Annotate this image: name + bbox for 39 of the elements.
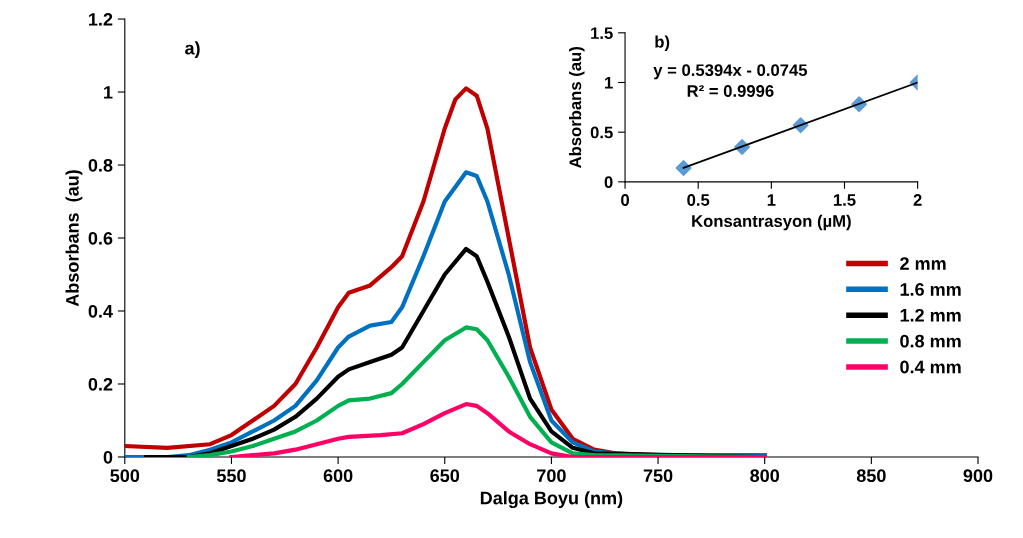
x-tick-label: 1.5 (833, 194, 856, 206)
x-tick-label: 800 (750, 469, 780, 483)
x-axis-title: Dalga Boyu (nm) (480, 491, 623, 509)
y-tick-label: 1.5 (591, 27, 613, 40)
x-tick-label: 600 (323, 469, 353, 483)
legend-label: 1.6 mm (900, 283, 961, 296)
x-tick-label: 900 (963, 469, 993, 483)
y-tick-label: 1.2 (89, 12, 113, 26)
y-axis-title: Absorbans (au) (568, 47, 585, 169)
y-tick-label: 0.4 (88, 304, 113, 318)
y-tick-label: 1 (104, 86, 113, 99)
annotation: a) (185, 41, 200, 59)
y-tick-label: 0.2 (88, 377, 113, 391)
x-tick-label: 550 (216, 469, 246, 483)
x-tick-label: 650 (430, 469, 460, 483)
x-tick-label: 750 (643, 469, 673, 483)
y-tick-label: 0.5 (590, 126, 613, 139)
legend-label: 0.4 mm (900, 360, 961, 374)
x-tick-label: 2 (913, 194, 922, 206)
y-tick-label: 1 (605, 77, 613, 89)
legend-label: 2 mm (900, 257, 946, 270)
x-tick-label: 0.5 (687, 194, 710, 206)
annotation: y = 0.5394x - 0.0745 (653, 64, 808, 80)
x-tick-label: 500 (110, 469, 140, 483)
legend-label: 0.8 mm (900, 334, 961, 348)
x-tick-label: 850 (856, 469, 886, 483)
y-tick-label: 0.8 (88, 158, 113, 172)
y-tick-label: 0 (604, 176, 613, 189)
annotation: b) (655, 35, 670, 52)
annotation: R² = 0.9996 (687, 85, 774, 97)
x-tick-label: 0 (621, 194, 629, 206)
y-tick-label: 0 (103, 450, 113, 464)
x-tick-label: 700 (537, 469, 566, 483)
x-tick-label: 1 (767, 194, 776, 206)
y-tick-label: 0.6 (88, 231, 113, 245)
legend-label: 1.2 mm (900, 308, 961, 322)
x-axis-title: Konsantrasyon (µM) (692, 214, 851, 231)
y-axis-title: Absorbans (au) (65, 170, 83, 307)
line-series (229, 401, 767, 457)
